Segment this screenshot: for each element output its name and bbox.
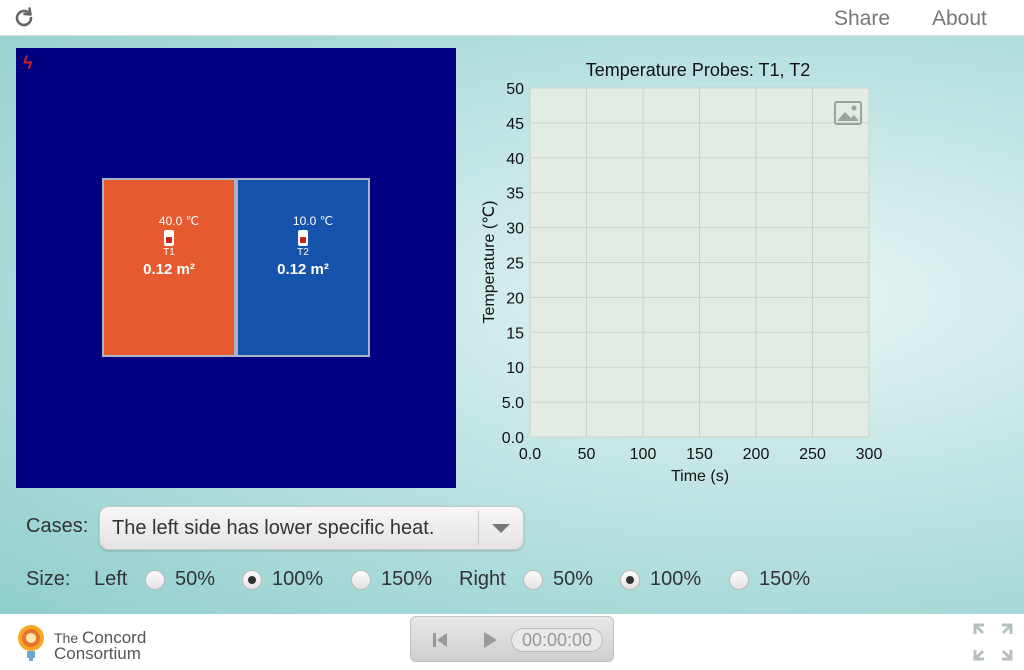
size-label: Size: xyxy=(26,568,71,590)
concord-logo-icon xyxy=(18,625,44,661)
size-controls: Size: Left 50% 100% 150% Right 50% 100% … xyxy=(0,566,1024,596)
y-tick-label: 20 xyxy=(506,290,524,307)
right-block[interactable]: 10.0 ℃ T2 0.12 m² xyxy=(236,178,370,357)
concord-logo[interactable]: The Concord Consortium xyxy=(12,618,172,664)
logo-text-concord: Concord xyxy=(82,628,147,647)
cases-label: Cases: xyxy=(26,515,89,537)
left-size-100-label[interactable]: 100% xyxy=(272,568,324,590)
left-size-50-radio[interactable] xyxy=(145,570,165,590)
y-tick-label: 10 xyxy=(506,360,524,377)
fullscreen-icon[interactable] xyxy=(972,622,1014,662)
dropdown-divider xyxy=(478,511,479,545)
playback-controls: 00:00:00 xyxy=(410,616,614,662)
y-tick-label: 45 xyxy=(506,116,524,133)
left-area-label: 0.12 m² xyxy=(143,261,195,278)
x-axis-label: Time (s) xyxy=(671,468,729,485)
x-tick-label: 250 xyxy=(799,446,826,463)
t1-temperature-readout: 40.0 ℃ xyxy=(158,214,200,228)
temperature-graph[interactable]: Temperature Probes: T1, T2 0.0 5.0 10 15 20 2… xyxy=(470,46,900,496)
thermometer-icon[interactable] xyxy=(164,230,174,246)
right-size-100-label[interactable]: 100% xyxy=(650,568,702,590)
about-link[interactable]: About xyxy=(932,7,987,30)
chart-svg: Temperature Probes: T1, T2 0.0 5.0 10 15 20 2… xyxy=(481,60,883,485)
reload-icon[interactable] xyxy=(12,6,36,30)
t1-probe-label: T1 xyxy=(163,247,175,258)
logo-text-the: The xyxy=(54,630,79,646)
right-size-150-radio[interactable] xyxy=(729,570,749,590)
time-display: 00:00:00 xyxy=(511,628,603,652)
left-size-100-radio[interactable] xyxy=(242,570,262,590)
x-tick-label: 150 xyxy=(686,446,713,463)
simulation-view[interactable]: ϟ 40.0 ℃ T1 0.12 m² 10.0 ℃ T2 0.12 m² xyxy=(16,48,456,488)
y-tick-label: 15 xyxy=(506,325,524,342)
y-tick-label: 25 xyxy=(506,256,524,273)
t2-temperature-readout: 10.0 ℃ xyxy=(292,214,334,228)
y-tick-label: 0.0 xyxy=(502,430,524,447)
logo-text-consortium: Consortium xyxy=(54,644,141,663)
right-size-label: Right xyxy=(459,568,506,590)
cases-selected-value: The left side has lower specific heat. xyxy=(112,517,435,539)
right-size-100-radio[interactable] xyxy=(620,570,640,590)
left-size-150-radio[interactable] xyxy=(351,570,371,590)
y-tick-label: 50 xyxy=(506,81,524,98)
left-size-150-label[interactable]: 150% xyxy=(381,568,433,590)
y-tick-label: 40 xyxy=(506,151,524,168)
x-tick-label: 100 xyxy=(630,446,657,463)
left-size-50-label[interactable]: 50% xyxy=(175,568,216,590)
x-tick-label: 0.0 xyxy=(519,446,541,463)
y-tick-label: 35 xyxy=(506,186,524,203)
y-tick-label: 30 xyxy=(506,221,524,238)
chevron-down-icon[interactable] xyxy=(492,524,510,533)
y-axis-label: Temperature (℃) xyxy=(481,201,498,324)
play-icon[interactable] xyxy=(481,631,499,654)
right-area-label: 0.12 m² xyxy=(277,261,329,278)
heat-source-icon: ϟ xyxy=(23,53,33,73)
x-tick-label: 200 xyxy=(743,446,770,463)
y-tick-label: 5.0 xyxy=(502,395,524,412)
x-tick-label: 50 xyxy=(578,446,596,463)
reset-icon[interactable] xyxy=(431,631,449,654)
x-tick-label: 300 xyxy=(856,446,883,463)
main-area: ϟ 40.0 ℃ T1 0.12 m² 10.0 ℃ T2 0.12 m² Te… xyxy=(0,36,1024,614)
right-size-150-label[interactable]: 150% xyxy=(759,568,811,590)
right-size-50-label[interactable]: 50% xyxy=(553,568,594,590)
t2-probe-label: T2 xyxy=(297,247,309,258)
chart-title: Temperature Probes: T1, T2 xyxy=(586,60,810,80)
cases-select[interactable]: The left side has lower specific heat. xyxy=(99,506,524,550)
top-bar: Share About xyxy=(0,0,1024,36)
left-block[interactable]: 40.0 ℃ T1 0.12 m² xyxy=(102,178,236,357)
thermometer-icon[interactable] xyxy=(298,230,308,246)
share-link[interactable]: Share xyxy=(834,7,891,30)
bottom-bar: The Concord Consortium 00:00:00 xyxy=(0,614,1024,670)
snapshot-icon[interactable] xyxy=(834,101,862,125)
right-size-50-radio[interactable] xyxy=(523,570,543,590)
left-size-label: Left xyxy=(94,568,128,590)
